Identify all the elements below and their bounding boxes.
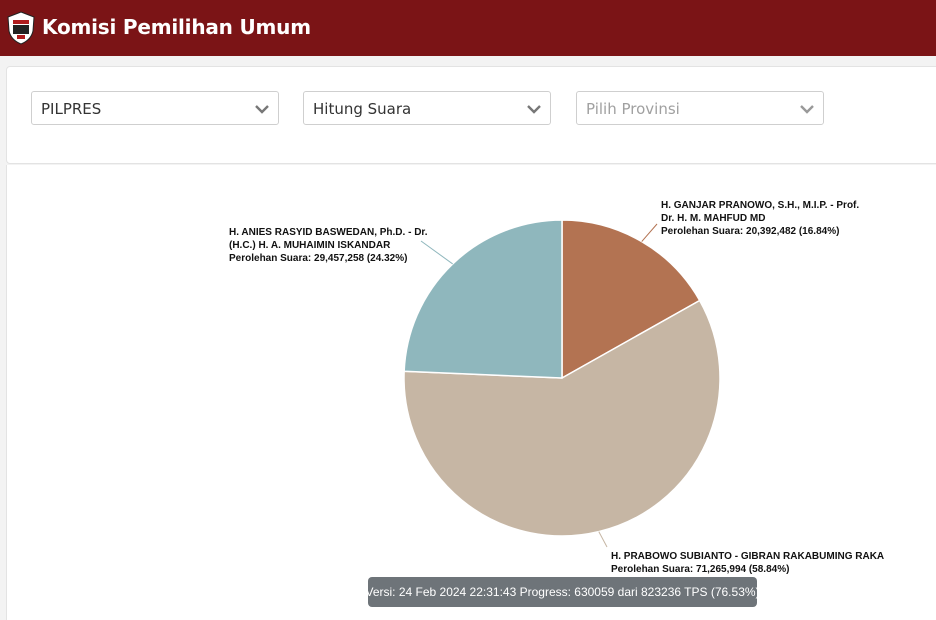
election-type-select[interactable]: PILPRES [31,91,279,125]
anies-votes-label: Perolehan Suara: 29,457,258 (24.32%) [229,253,407,264]
anies-label-line2: (H.C.) H. A. MUHAIMIN ISKANDAR [229,240,391,251]
chevron-down-icon [255,105,269,114]
top-header: Komisi Pemilihan Umum [0,0,936,56]
anies-slice[interactable] [403,219,563,379]
anies-connector-line [420,240,453,265]
chevron-down-icon [527,105,541,114]
province-select[interactable]: Pilih Provinsi [576,91,824,125]
filter-panel: PILPRES Hitung Suara Pilih Provinsi [6,66,936,164]
app-title: Komisi Pemilihan Umum [42,15,311,39]
prabowo-votes-label: Perolehan Suara: 71,265,994 (58.84%) [611,564,789,575]
prabowo-label-line1: H. PRABOWO SUBIANTO - GIBRAN RAKABUMING … [611,551,884,562]
ganjar-label-line2: Dr. H. M. MAHFUD MD [661,213,765,224]
count-type-value: Hitung Suara [313,100,412,118]
election-type-value: PILPRES [41,100,102,118]
count-type-select[interactable]: Hitung Suara [303,91,551,125]
kpu-logo-icon[interactable] [6,11,36,45]
chevron-down-icon [800,105,814,114]
ganjar-votes-label: Perolehan Suara: 20,392,482 (16.84%) [661,226,839,237]
version-progress-tooltip: Versi: 24 Feb 2024 22:31:43 Progress: 63… [365,577,760,607]
province-placeholder: Pilih Provinsi [586,100,680,118]
ganjar-label-line1: H. GANJAR PRANOWO, S.H., M.I.P. - Prof. [661,200,859,211]
ganjar-connector-line [641,223,658,242]
anies-label-line1: H. ANIES RASYID BASWEDAN, Ph.D. - Dr. [229,227,428,238]
prabowo-connector-line [598,531,608,548]
